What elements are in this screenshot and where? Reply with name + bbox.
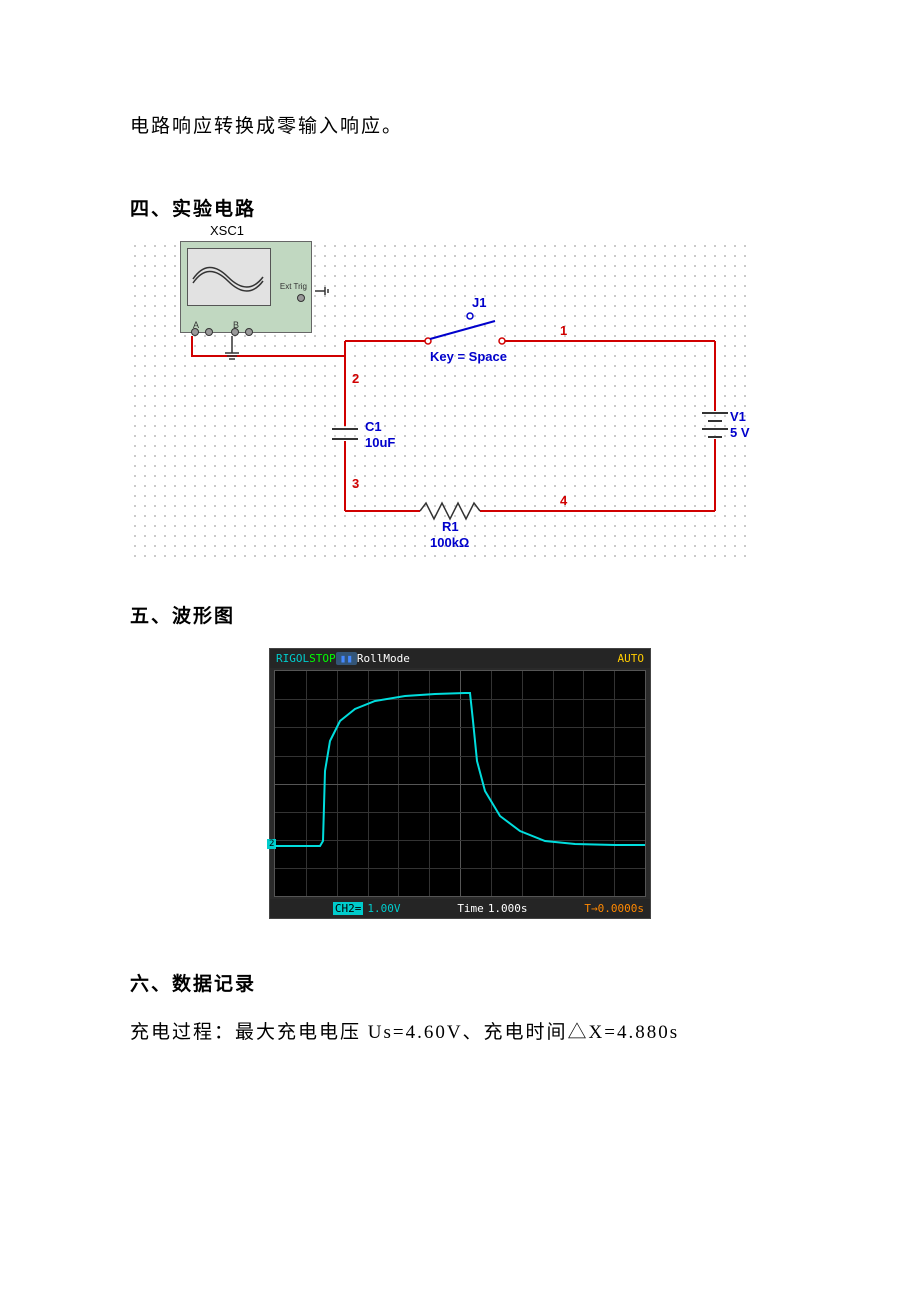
- scope-plot-area: 2: [274, 670, 646, 897]
- intro-text: 电路响应转换成零输入响应。: [130, 110, 790, 144]
- switch-key-label: Key = Space: [430, 349, 507, 364]
- scope-mode-mode: Mode: [383, 652, 410, 665]
- node-3-label: 3: [352, 476, 359, 491]
- capacitor-name-label: C1: [365, 419, 382, 434]
- scope-status: STOP: [309, 652, 336, 665]
- node-2-label: 2: [352, 371, 359, 386]
- scope-time-label: Time: [457, 902, 484, 915]
- data-record-text: 充电过程：最大充电电压 Us=4.60V、充电时间△X=4.880s: [130, 1016, 790, 1050]
- switch-name-label: J1: [472, 295, 486, 310]
- battery-icon: ▮▮: [336, 652, 357, 665]
- scope-trigger: AUTO: [618, 652, 645, 665]
- section-4-heading: 四、实验电路: [130, 194, 790, 221]
- voltage-value-label: 5 V: [730, 425, 750, 440]
- node-1-label: 1: [560, 323, 567, 338]
- voltage-name-label: V1: [730, 409, 746, 424]
- node-4-label: 4: [560, 493, 567, 508]
- resistor-name-label: R1: [442, 519, 459, 534]
- section-5-heading: 五、波形图: [130, 601, 790, 628]
- capacitor-value-label: 10uF: [365, 435, 395, 450]
- scope-ch-label: CH2=: [333, 902, 364, 915]
- scope-mode-roll: Roll: [357, 652, 384, 665]
- oscilloscope-screenshot: RIGOL STOP ▮▮ Roll Mode AUTO 2 CH2= 1.00…: [269, 648, 651, 919]
- scope-ch-value: 1.00V: [367, 902, 400, 915]
- circuit-wires: [130, 241, 750, 561]
- scope-header: RIGOL STOP ▮▮ Roll Mode AUTO: [270, 649, 650, 668]
- section-6-heading: 六、数据记录: [130, 969, 790, 996]
- scope-footer: CH2= 1.00V Time 1.000s T→0.0000s: [270, 899, 650, 918]
- resistor-value-label: 100kΩ: [430, 535, 469, 550]
- scope-title: XSC1: [210, 223, 244, 238]
- waveform-trace: [275, 671, 645, 896]
- scope-time-value: 1.000s: [488, 902, 528, 915]
- circuit-diagram: XSC1 Ext Trig A B: [130, 241, 750, 561]
- scope-offset: T→0.0000s: [584, 902, 644, 915]
- scope-brand: RIGOL: [276, 652, 309, 665]
